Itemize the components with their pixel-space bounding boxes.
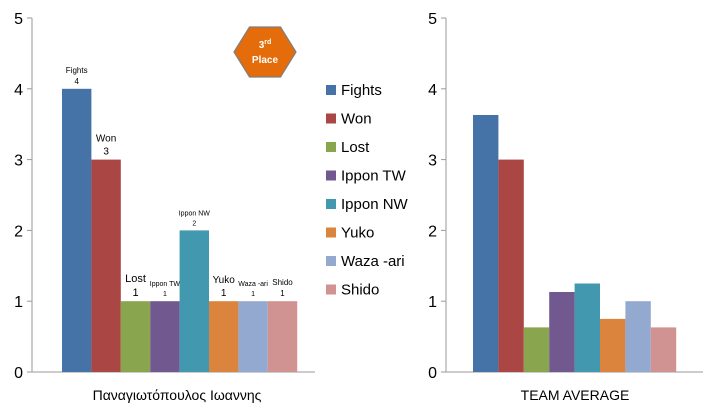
- y-tick-label: 2: [428, 223, 437, 240]
- bar-ippon-tw: [150, 301, 180, 372]
- bar-lost: [120, 301, 151, 372]
- data-label-name: Fights: [66, 66, 88, 75]
- data-label-value: 1: [132, 287, 138, 299]
- legend-swatch-waza-ari: [326, 256, 336, 266]
- data-label-value: 1: [221, 288, 227, 299]
- bar-ippon-nw: [179, 230, 209, 372]
- legend-label-waza-ari: Waza -ari: [341, 253, 405, 270]
- y-tick-label: 5: [428, 11, 437, 28]
- place-badge: 3rd Place: [233, 26, 297, 78]
- data-label-value: 1: [163, 291, 167, 298]
- data-label-name: Ippon NW: [179, 210, 211, 217]
- bar-ippon-tw: [549, 291, 575, 372]
- y-tick-label: 3: [14, 153, 23, 170]
- data-label-value: 1: [251, 291, 255, 298]
- x-axis-label: Παναγιωτόπουλος Ιωαννης: [93, 387, 262, 403]
- legend-swatch-lost: [326, 142, 336, 152]
- y-tick-label: 2: [14, 223, 23, 240]
- bar-yuko: [600, 318, 626, 372]
- bar-fights: [473, 114, 499, 372]
- legend-swatch-ippon-nw: [326, 199, 336, 209]
- bar-won: [498, 159, 524, 372]
- legend-label-yuko: Yuko: [341, 225, 374, 242]
- player-chart: 0 1 2 3 4 5 Fights 4 Won 3 Lost 1 Ippon TW 1 Ippon NW 2…: [14, 11, 315, 403]
- y-tick-label: 4: [428, 82, 437, 99]
- bar-won: [91, 159, 121, 372]
- legend-label-ippon-tw: Ippon TW: [341, 168, 407, 185]
- data-label-name: Shido: [272, 278, 293, 287]
- badge-suffix: rd: [264, 39, 271, 46]
- bar-fights: [62, 88, 92, 373]
- bar-shido: [267, 301, 298, 372]
- legend-swatch-shido: [326, 284, 336, 295]
- y-tick-label: 5: [14, 11, 23, 28]
- data-label-name: Waza -ari: [238, 281, 268, 288]
- chart-legend: Fights Won Lost Ippon TW Ippon NW Yuko Waza -a…: [326, 82, 409, 299]
- badge-number: 3: [259, 40, 265, 51]
- legend-label-lost: Lost: [341, 139, 370, 156]
- badge-place-number: 3rd: [259, 39, 272, 51]
- y-tick-label: 1: [14, 294, 23, 311]
- legend-label-ippon-nw: Ippon NW: [341, 196, 409, 213]
- bar-yuko: [209, 301, 239, 372]
- team-average-chart: 0 1 2 3 4 5 TEAM AVERAGE: [428, 11, 703, 403]
- legend-swatch-ippon-tw: [326, 170, 336, 181]
- data-label-value: 2: [192, 220, 196, 227]
- y-tick-label: 3: [428, 153, 437, 170]
- legend-swatch-yuko: [326, 227, 336, 238]
- legend-label-fights: Fights: [341, 82, 382, 99]
- data-label-name: Ippon TW: [150, 281, 181, 288]
- legend-label-shido: Shido: [341, 282, 379, 299]
- badge-place-word: Place: [252, 55, 279, 66]
- y-tick-label: 0: [428, 365, 437, 382]
- y-tick-label: 4: [14, 82, 23, 99]
- y-tick-label: 1: [428, 294, 437, 311]
- bar-waza-ari: [238, 301, 268, 372]
- legend-swatch-fights: [326, 85, 336, 95]
- data-label-name: Yuko: [213, 275, 236, 286]
- bar-shido: [650, 327, 677, 372]
- x-axis-label: TEAM AVERAGE: [521, 387, 630, 403]
- bar-waza-ari: [625, 301, 651, 372]
- data-label-value: 3: [103, 147, 109, 158]
- legend-label-won: Won: [341, 111, 372, 128]
- bar-ippon-nw: [574, 283, 600, 372]
- data-label-name: Lost: [125, 273, 146, 285]
- bar-lost: [523, 327, 550, 372]
- badge-hexagon: [233, 26, 297, 78]
- data-label-name: Won: [96, 134, 116, 145]
- data-label-value: 4: [74, 77, 79, 86]
- data-label-value: 1: [280, 289, 285, 298]
- legend-swatch-won: [326, 113, 336, 124]
- y-tick-label: 0: [14, 365, 23, 382]
